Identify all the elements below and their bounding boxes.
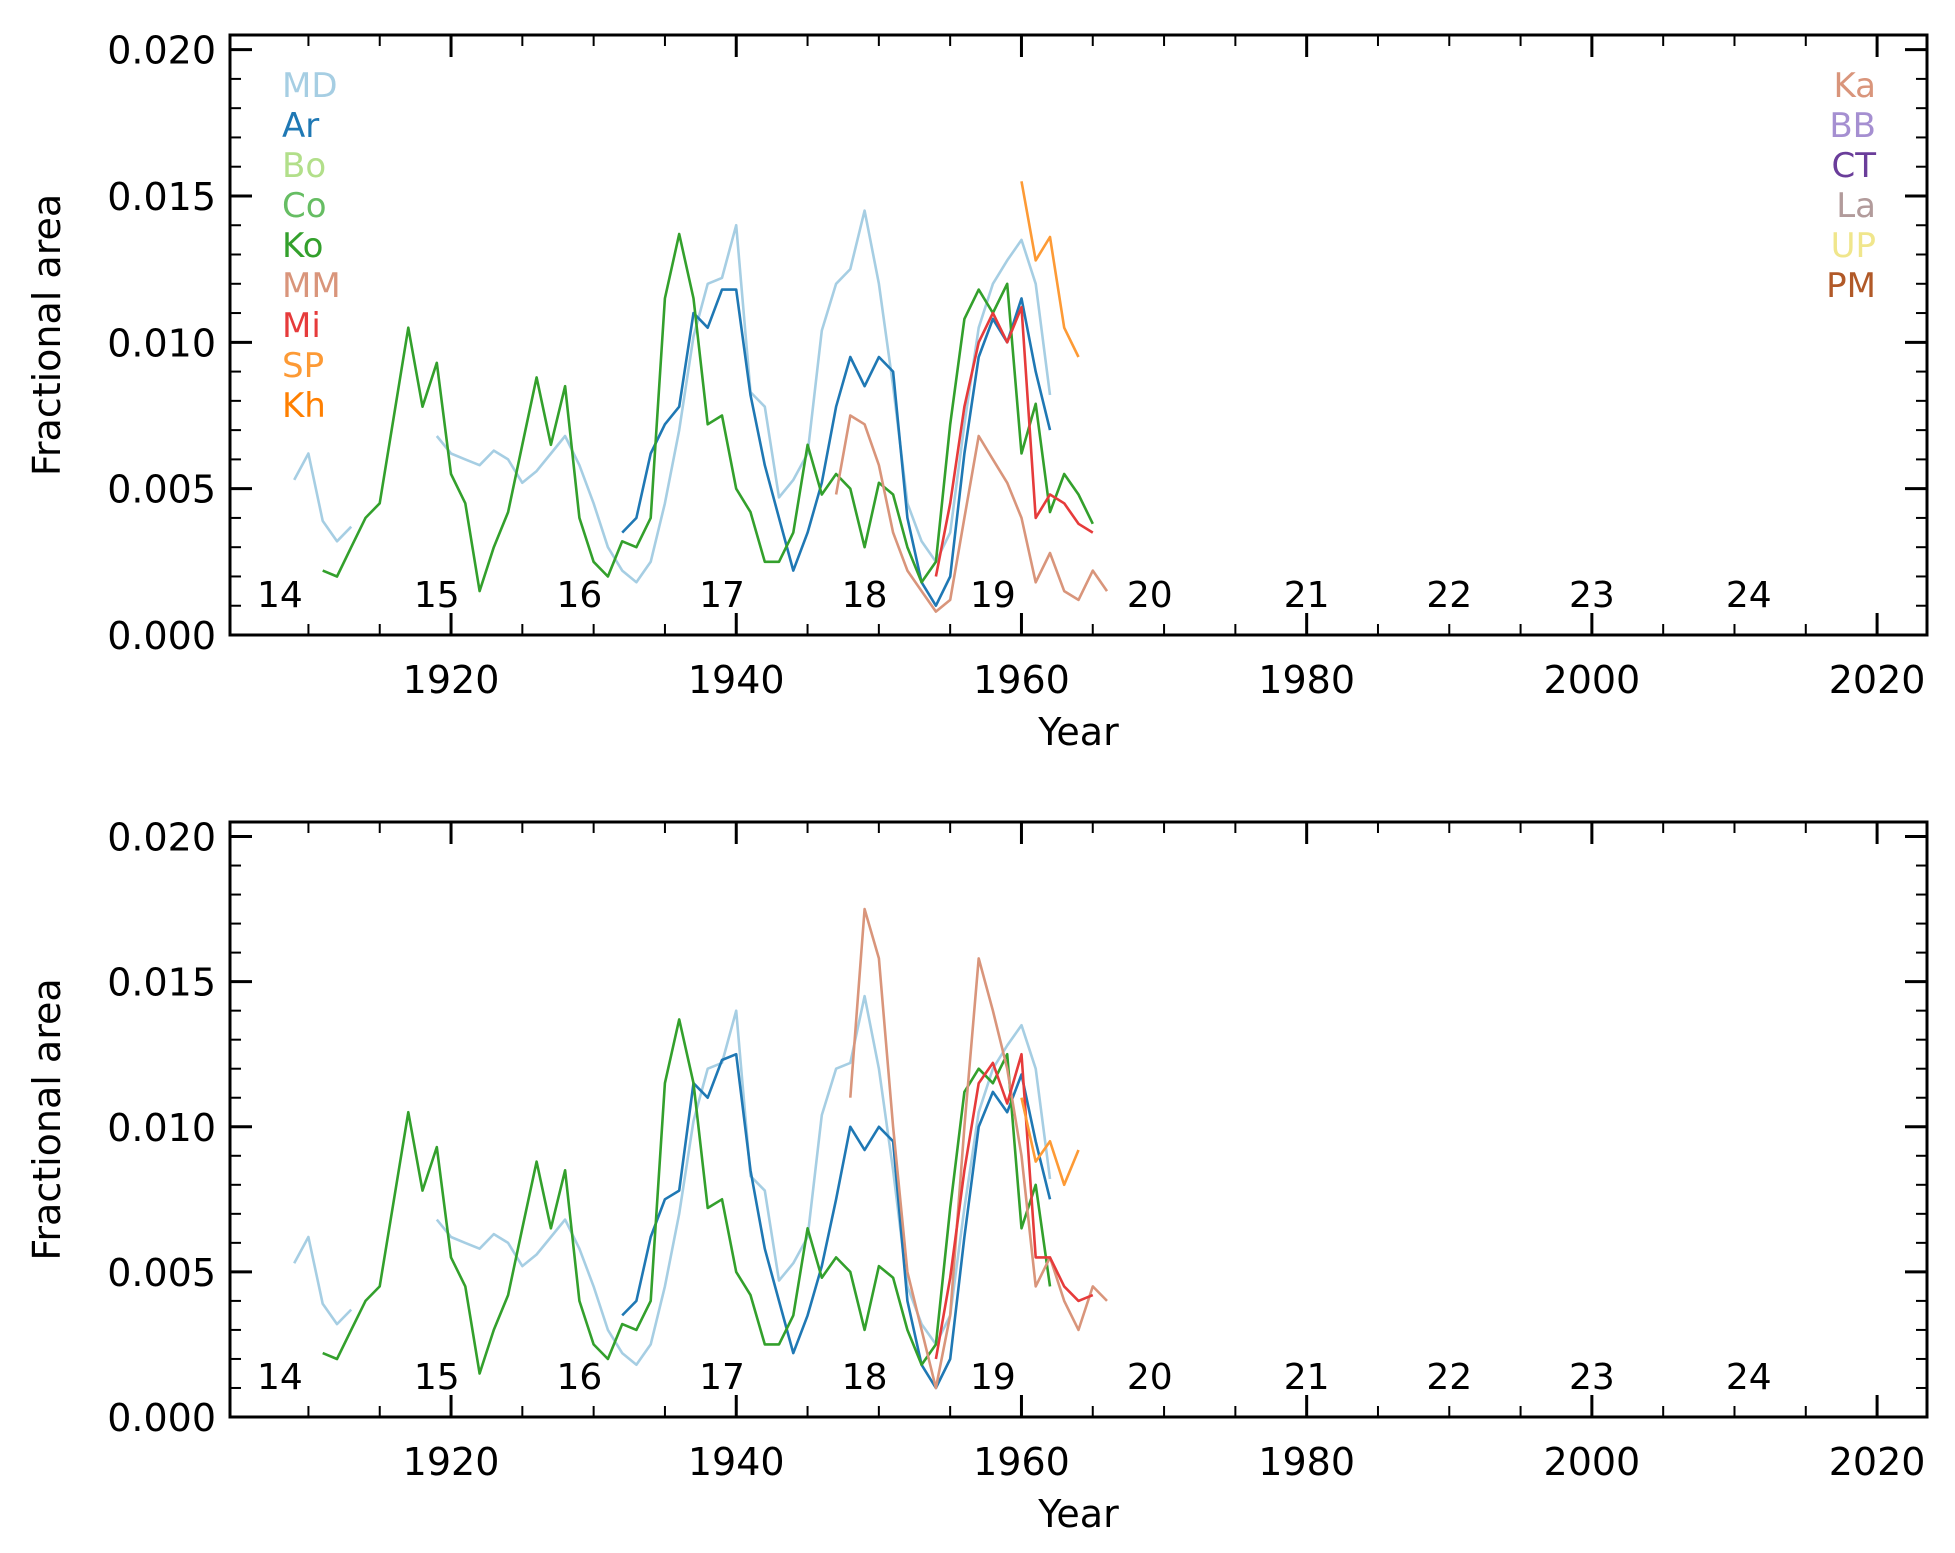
series-line-ko-0: [322, 232, 1094, 593]
series-group: [293, 181, 1109, 613]
y-tick-label: 0.000: [107, 1396, 216, 1440]
y-axis-label: Fractional area: [25, 194, 69, 476]
cycle-label: 21: [1284, 575, 1330, 616]
legend-entry-la: La: [1836, 186, 1876, 226]
legend-entry-bo: Bo: [282, 146, 326, 186]
cycle-label: 14: [257, 1357, 303, 1398]
x-axis-label: Year: [1037, 1492, 1119, 1536]
series-line-mm-0: [834, 414, 1109, 613]
y-tick-label: 0.005: [107, 1251, 216, 1295]
cycle-label: 22: [1426, 575, 1472, 616]
x-tick-label: 1980: [1258, 1440, 1355, 1484]
series-line-md-0: [293, 1235, 353, 1326]
series-line-ko-0: [322, 1018, 1052, 1375]
y-tick-label: 0.015: [107, 961, 216, 1005]
cycle-label: 16: [556, 1357, 602, 1398]
cycle-label: 16: [556, 575, 602, 616]
legend-entry-ka: Ka: [1833, 66, 1876, 106]
y-tick-label: 0.010: [107, 1106, 216, 1150]
x-tick-label: 1940: [688, 1440, 785, 1484]
plot-frame: [228, 33, 1929, 637]
series-line-sp-0: [1020, 1097, 1080, 1187]
series-group: [293, 907, 1108, 1390]
series-line-md-0: [293, 452, 353, 543]
series-line-mi-0: [934, 1052, 1094, 1360]
y-tick-label: 0.005: [107, 468, 216, 512]
cycle-label: 23: [1569, 1357, 1615, 1398]
cycle-label: 24: [1726, 575, 1772, 616]
series-line-ar-0: [621, 288, 1052, 608]
cycle-label: 15: [414, 1357, 460, 1398]
cycle-label: 21: [1284, 1357, 1330, 1398]
y-tick-label: 0.000: [107, 614, 216, 658]
x-tick-label: 1940: [688, 658, 785, 702]
x-tick-label: 2000: [1544, 1440, 1641, 1484]
x-tick-label: 1980: [1258, 658, 1355, 702]
series-line-md-1: [435, 209, 1052, 584]
cycle-label: 23: [1569, 575, 1615, 616]
x-tick-label: 1960: [973, 658, 1070, 702]
cycle-label: 20: [1127, 575, 1173, 616]
legend-entry-mm: MM: [282, 266, 341, 306]
legend-entry-kh: Kh: [282, 386, 326, 426]
legend-entry-ko: Ko: [282, 226, 323, 266]
cycle-label: 20: [1127, 1357, 1173, 1398]
legend-entry-ar: Ar: [282, 106, 319, 146]
series-line-ar-0: [621, 1052, 1052, 1390]
cycle-label: 17: [699, 1357, 745, 1398]
x-tick-label: 1920: [403, 658, 500, 702]
x-tick-label: 2020: [1829, 658, 1926, 702]
cycle-label: 18: [842, 575, 888, 616]
series-line-mm-0: [849, 907, 1108, 1390]
x-tick-label: 2000: [1544, 658, 1641, 702]
y-axis-label: Fractional area: [25, 978, 69, 1260]
cycle-label: 24: [1726, 1357, 1772, 1398]
legend-entry-mi: Mi: [282, 306, 321, 346]
cycle-label: 14: [257, 575, 303, 616]
cycle-label: 18: [842, 1357, 888, 1398]
x-tick-label: 2020: [1829, 1440, 1926, 1484]
y-tick-label: 0.015: [107, 175, 216, 219]
legend-entry-md: MD: [282, 66, 338, 106]
y-tick-label: 0.020: [107, 816, 216, 860]
legend-entry-bb: BB: [1829, 106, 1876, 146]
x-axis-label: Year: [1037, 710, 1119, 754]
y-tick-label: 0.020: [107, 29, 216, 73]
legend-entry-co: Co: [282, 186, 327, 226]
legend-entry-sp: SP: [282, 346, 324, 386]
cycle-label: 19: [970, 1357, 1016, 1398]
legend-entry-up: UP: [1831, 226, 1876, 266]
series-line-md-1: [435, 994, 1052, 1367]
cycle-label: 17: [699, 575, 745, 616]
legend-entry-ct: CT: [1831, 146, 1876, 186]
y-tick-label: 0.010: [107, 321, 216, 365]
legend-entry-pm: PM: [1826, 266, 1876, 306]
plot-frame: [228, 820, 1929, 1419]
series-line-mi-0: [934, 305, 1094, 577]
x-tick-label: 1960: [973, 1440, 1070, 1484]
x-tick-label: 1920: [403, 1440, 500, 1484]
cycle-label: 15: [414, 575, 460, 616]
cycle-label: 19: [970, 575, 1016, 616]
series-line-sp-0: [1020, 181, 1080, 358]
cycle-label: 22: [1426, 1357, 1472, 1398]
